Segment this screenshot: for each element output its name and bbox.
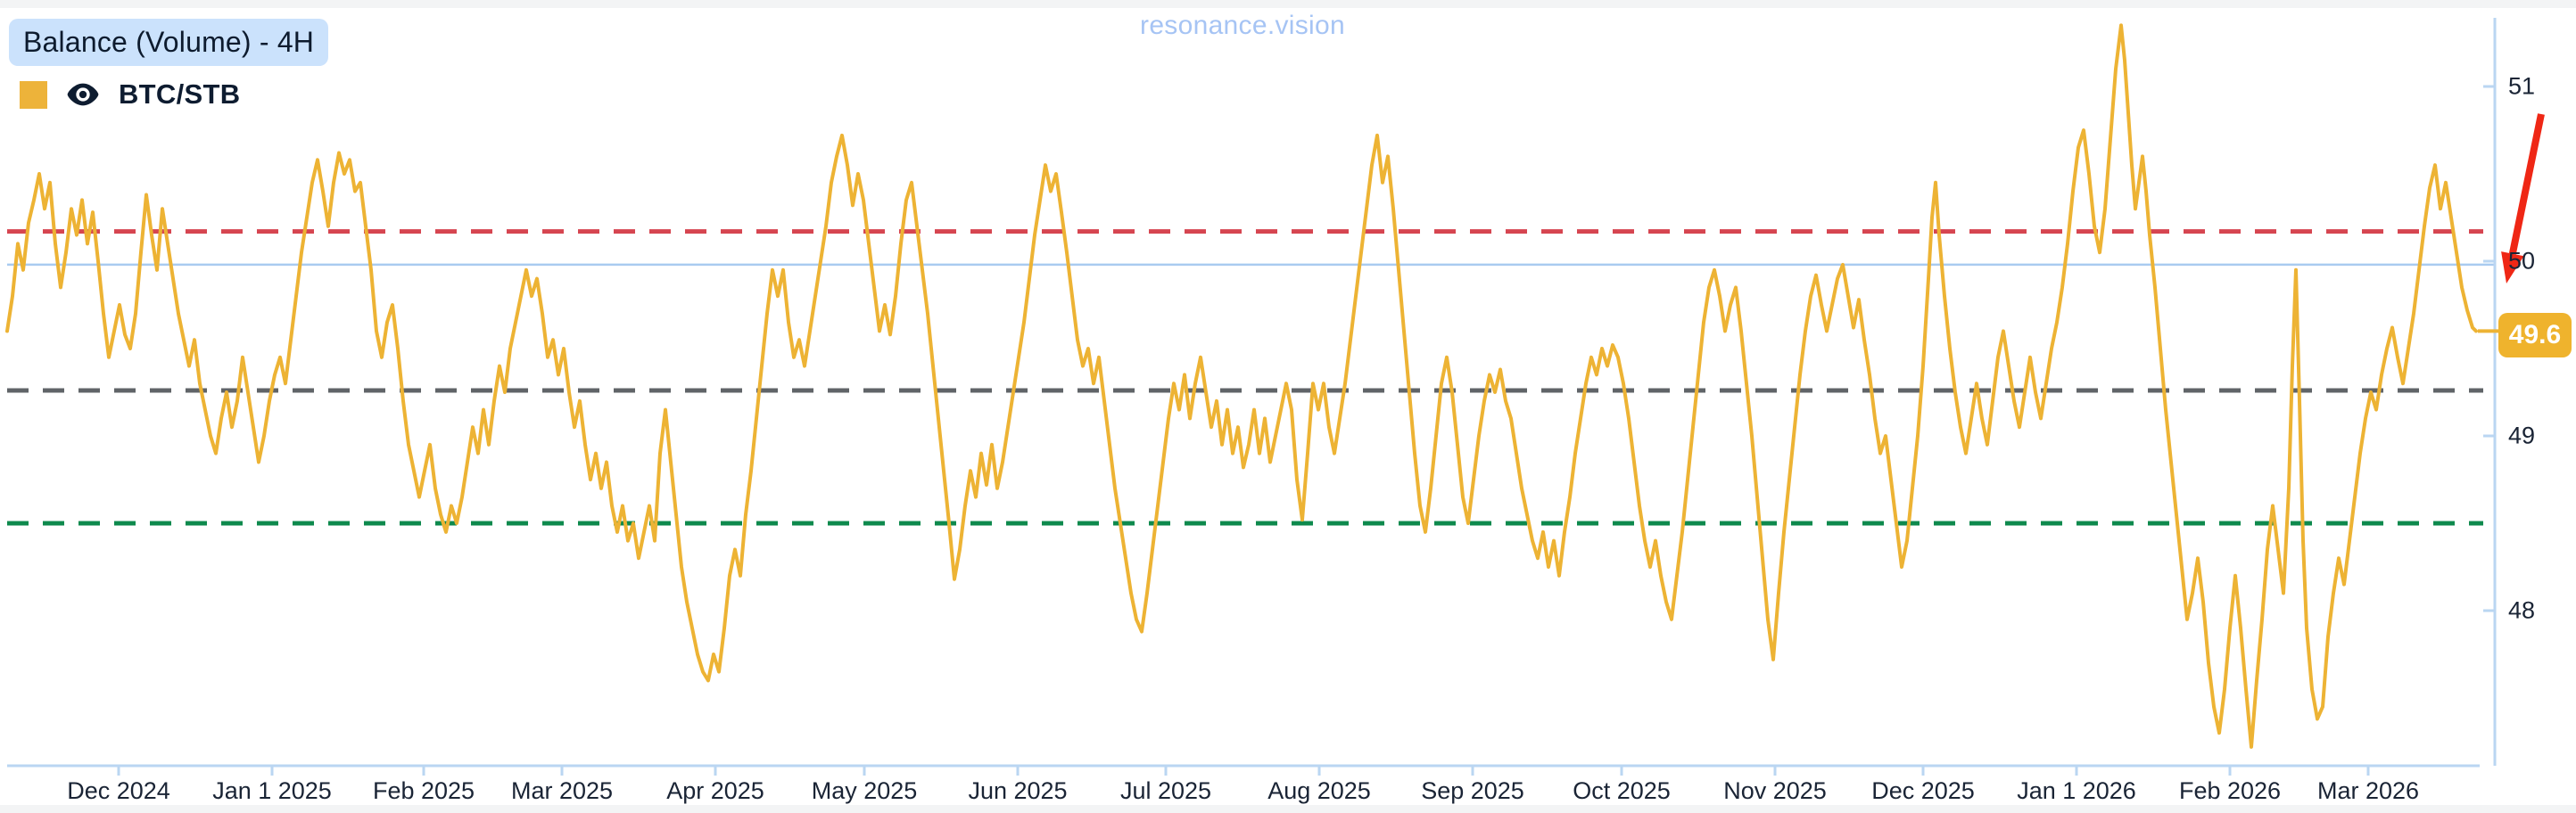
x-axis-label: Sep 2025 xyxy=(1421,777,1524,804)
x-axis-label: Jul 2025 xyxy=(1119,777,1212,804)
x-axis-label: Mar 2025 xyxy=(510,777,614,804)
x-axis-label: Jan 1 2026 xyxy=(2017,777,2136,804)
x-axis-label: Dec 2024 xyxy=(67,777,170,804)
x-axis-label: Apr 2025 xyxy=(666,777,764,804)
chart-title-badge[interactable]: Balance (Volume) - 4H xyxy=(9,19,329,66)
y-axis-label: 50 xyxy=(2508,247,2536,275)
legend-row[interactable]: BTC/STB xyxy=(20,78,240,111)
top-window-strip xyxy=(0,0,2576,8)
x-axis-label: Feb 2026 xyxy=(2178,777,2282,804)
watermark-brand: resonance.vision xyxy=(1140,11,1345,40)
bottom-window-strip xyxy=(0,805,2576,813)
y-axis-label: 49 xyxy=(2508,422,2536,449)
last-price-value: 49.6 xyxy=(2508,320,2562,349)
annotation-arrow-shaft xyxy=(2508,113,2545,255)
visibility-eye-icon[interactable] xyxy=(65,79,101,110)
chart-title: Balance (Volume) - 4H xyxy=(23,26,315,58)
y-axis-label: 51 xyxy=(2508,72,2536,100)
annotation-arrow-head xyxy=(2501,251,2524,283)
x-axis-label: Oct 2025 xyxy=(1573,777,1671,804)
x-axis-label: Dec 2025 xyxy=(1871,777,1975,804)
x-axis-label: Jan 1 2025 xyxy=(212,777,332,804)
last-price-badge: 49.6 xyxy=(2498,313,2572,357)
x-axis-label: May 2025 xyxy=(811,777,918,804)
price-series-line xyxy=(5,23,2478,749)
x-axis-label: Jun 2025 xyxy=(968,777,1068,804)
y-axis-label: 48 xyxy=(2508,596,2536,624)
x-axis-label: Mar 2026 xyxy=(2316,777,2420,804)
series-color-swatch xyxy=(20,80,47,109)
x-axis-label: Nov 2025 xyxy=(1723,777,1827,804)
series-pair-label: BTC/STB xyxy=(119,78,241,110)
x-axis-label: Aug 2025 xyxy=(1267,777,1371,804)
x-axis-label: Feb 2025 xyxy=(372,777,475,804)
